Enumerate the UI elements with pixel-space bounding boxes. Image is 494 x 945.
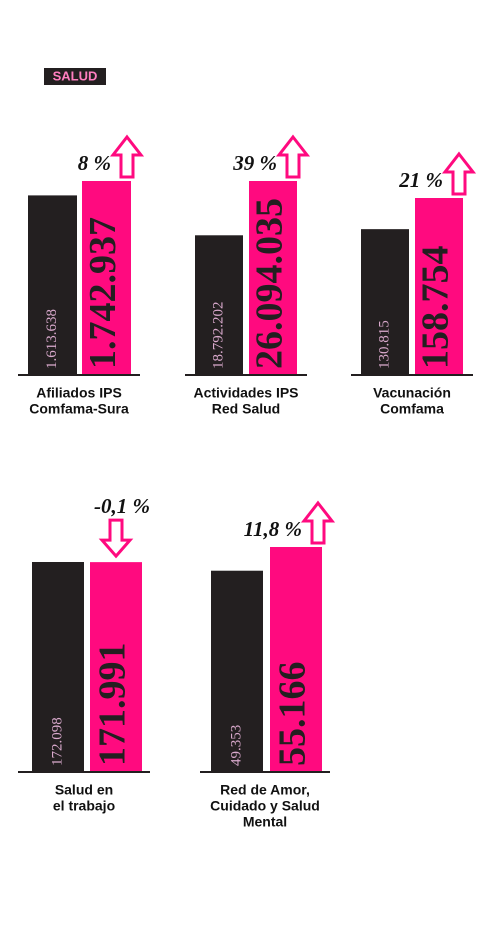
category-label: Vacunación xyxy=(373,385,451,401)
change-arrow xyxy=(300,500,336,545)
category-label: Comfama xyxy=(380,401,444,417)
category-label: Afiliados IPS xyxy=(36,385,122,401)
bar xyxy=(211,570,263,772)
value-label: 49.353 xyxy=(228,725,244,766)
value-label: 1.613.638 xyxy=(44,309,60,369)
bar xyxy=(28,195,77,375)
change-label: 21 % xyxy=(398,168,443,192)
category-label: el trabajo xyxy=(53,798,115,814)
value-label: 18.792.202 xyxy=(210,302,226,370)
change-arrow xyxy=(98,518,134,559)
bar xyxy=(195,235,243,375)
category-label: Red de Amor, xyxy=(220,782,310,798)
change-arrow xyxy=(109,134,145,179)
bar xyxy=(270,547,322,772)
category-label: Actividades IPS xyxy=(193,385,298,401)
category-label: Cuidado y Salud xyxy=(210,798,320,814)
value-label: 1.742.937 xyxy=(82,217,124,369)
category-label: Comfama-Sura xyxy=(29,401,129,417)
bar xyxy=(249,181,297,375)
change-label: 11,8 % xyxy=(244,517,302,541)
value-label: 171.991 xyxy=(92,643,134,767)
category-label: Salud en xyxy=(55,782,113,798)
category-label: Mental xyxy=(243,814,287,830)
bar xyxy=(90,562,142,772)
bar xyxy=(361,229,409,375)
bar xyxy=(415,198,463,375)
change-label: 39 % xyxy=(232,151,277,175)
section-tag: SALUD xyxy=(53,68,98,83)
value-label: 55.166 xyxy=(272,662,314,767)
value-label: 172.098 xyxy=(49,717,65,766)
change-label: 8 % xyxy=(78,151,111,175)
tag-background xyxy=(44,68,106,85)
bar xyxy=(32,562,84,772)
change-label: -0,1 % xyxy=(94,494,150,518)
bar xyxy=(82,181,131,375)
change-arrow xyxy=(441,151,477,196)
category-label: Red Salud xyxy=(212,401,280,417)
value-label: 26.094.035 xyxy=(249,198,291,369)
value-label: 130.815 xyxy=(376,320,392,369)
change-arrow xyxy=(275,134,311,179)
value-label: 158.754 xyxy=(415,246,457,370)
